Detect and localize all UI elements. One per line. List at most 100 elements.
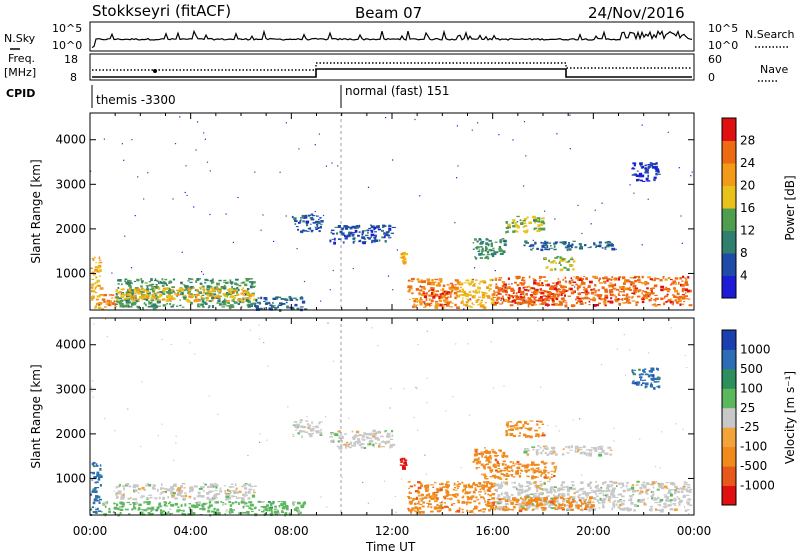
nave-tick-top: 60 xyxy=(708,53,722,66)
colorbar-swatch xyxy=(722,253,736,276)
velocity-echo-region xyxy=(631,367,661,390)
colorbar-tick-label: 500 xyxy=(740,362,763,376)
velocity-ytick-label: 4000 xyxy=(55,338,86,352)
power-ytick-label: 2000 xyxy=(55,222,86,236)
colorbar-tick-label: -100 xyxy=(740,440,767,454)
time-tick-label: 04:00 xyxy=(173,524,208,538)
nsky-trace xyxy=(91,29,693,49)
velocity-colorbar: 1000 500 100 25 -25 -100 -500 -1000 Velocity [m … xyxy=(721,329,797,506)
colorbar-swatch xyxy=(722,118,736,141)
power-ylabel: Slant Range [km] xyxy=(29,159,43,263)
colorbar-tick-label: 100 xyxy=(740,381,763,395)
velocity-panel: 1000 2000 3000 4000 Slant Range [km] xyxy=(29,317,695,517)
colorbar-swatch xyxy=(722,427,736,448)
power-echo-region xyxy=(115,286,257,303)
colorbar-tick-label: 8 xyxy=(740,246,748,260)
nsky-tick-top: 10^5 xyxy=(52,22,82,35)
colorbar-tick-label: -1000 xyxy=(740,479,775,493)
velocity-ytick-label: 2000 xyxy=(55,427,86,441)
colorbar-label: Velocity [m s⁻¹] xyxy=(783,371,797,464)
freq-panel-frame xyxy=(89,53,695,81)
power-echo-region xyxy=(631,162,661,182)
colorbar-swatch xyxy=(722,275,736,299)
time-tick-label: 12:00 xyxy=(375,524,410,538)
nsky-tick-bottom: 10^0 xyxy=(52,39,82,52)
freq-trace xyxy=(92,68,692,78)
nsearch-label: N.Search xyxy=(745,28,795,41)
velocity-echo-region xyxy=(292,419,323,438)
cpid-program-1: normal (fast) 151 xyxy=(345,84,449,98)
colorbar-tick-label: -500 xyxy=(740,459,767,473)
velocity-echo-region xyxy=(480,460,558,481)
freq-label-line1: Freq. xyxy=(8,52,35,65)
colorbar-tick-label: 4 xyxy=(740,269,748,283)
time-axis-label: Time UT xyxy=(365,540,416,554)
time-tick-label: 16:00 xyxy=(475,524,510,538)
colorbar-swatch xyxy=(722,368,736,389)
power-echo-region xyxy=(97,294,118,310)
power-echo-region xyxy=(90,256,104,310)
velocity-echo-region xyxy=(505,420,546,439)
power-echo-region xyxy=(458,278,495,310)
time-tick-label: 00:00 xyxy=(677,524,712,538)
nave-label: Nave xyxy=(760,63,788,76)
nave-trace xyxy=(92,62,692,71)
time-tick-label: 20:00 xyxy=(576,524,611,538)
colorbar-swatch xyxy=(722,446,736,467)
velocity-echo-region xyxy=(90,461,103,516)
colorbar-tick-label: 20 xyxy=(740,179,755,193)
colorbar-swatch xyxy=(722,163,736,186)
colorbar-swatch xyxy=(722,140,736,164)
colorbar-swatch xyxy=(722,407,736,428)
velocity-ytick-label: 3000 xyxy=(55,382,86,396)
velocity-echo-region xyxy=(329,429,396,450)
colorbar-tick-label: -25 xyxy=(740,420,760,434)
colorbar-tick-label: 28 xyxy=(740,134,755,148)
power-ytick-label: 4000 xyxy=(55,133,86,147)
colorbar-tick-label: 16 xyxy=(740,201,755,215)
power-ytick-label: 1000 xyxy=(55,266,86,280)
colorbar-tick-label: 25 xyxy=(740,401,755,415)
colorbar-label: Power [dB] xyxy=(783,175,797,240)
power-echo-region xyxy=(507,287,567,305)
time-tick-label: 08:00 xyxy=(274,524,309,538)
colorbar-swatch xyxy=(722,230,736,254)
time-tick-label: 00:00 xyxy=(73,524,108,538)
cpid-program-0: themis -3300 xyxy=(96,93,176,107)
velocity-echo-region xyxy=(399,457,408,470)
colorbar-swatch xyxy=(722,349,736,370)
colorbar-tick-label: 1000 xyxy=(740,342,771,356)
radar-title: Stokkseyri (fitACF) xyxy=(92,2,231,20)
velocity-ytick-label: 1000 xyxy=(55,471,86,485)
power-ytick-label: 3000 xyxy=(55,177,86,191)
colorbar-swatch xyxy=(722,330,736,350)
colorbar-swatch xyxy=(722,185,736,209)
beam-title: Beam 07 xyxy=(355,4,422,22)
cpid-label: CPID xyxy=(6,87,35,100)
power-echo-region xyxy=(399,251,408,265)
power-panel: 1000 2000 3000 4000 Slant Range [km] xyxy=(29,112,695,312)
date-title: 24/Nov/2016 xyxy=(588,4,685,22)
colorbar-swatch xyxy=(722,208,736,231)
colorbar-tick-label: 12 xyxy=(740,224,755,238)
colorbar-swatch xyxy=(722,466,736,486)
colorbar-swatch xyxy=(722,485,736,506)
power-echo-region xyxy=(523,240,617,252)
freq-outlier-mark xyxy=(153,69,157,73)
freq-label-line2: [MHz] xyxy=(4,66,36,79)
nsky-label: N.Sky xyxy=(4,32,36,45)
power-colorbar: 4 8 12 16 20 24 28 Power [dB] xyxy=(721,117,797,299)
freq-tick-bottom: 8 xyxy=(70,71,77,84)
nsky-panel-frame xyxy=(89,21,695,52)
velocity-echo-region xyxy=(492,496,595,513)
power-echo-region xyxy=(115,278,256,310)
power-echo-region xyxy=(543,255,576,272)
velocity-ylabel: Slant Range [km] xyxy=(29,364,43,468)
power-echo-region xyxy=(505,215,546,234)
power-echo-region xyxy=(291,213,324,234)
nave-tick-bottom: 0 xyxy=(708,71,715,84)
power-echo-region xyxy=(329,224,396,245)
velocity-echo-region xyxy=(523,445,613,457)
velocity-echo-region xyxy=(472,447,509,470)
